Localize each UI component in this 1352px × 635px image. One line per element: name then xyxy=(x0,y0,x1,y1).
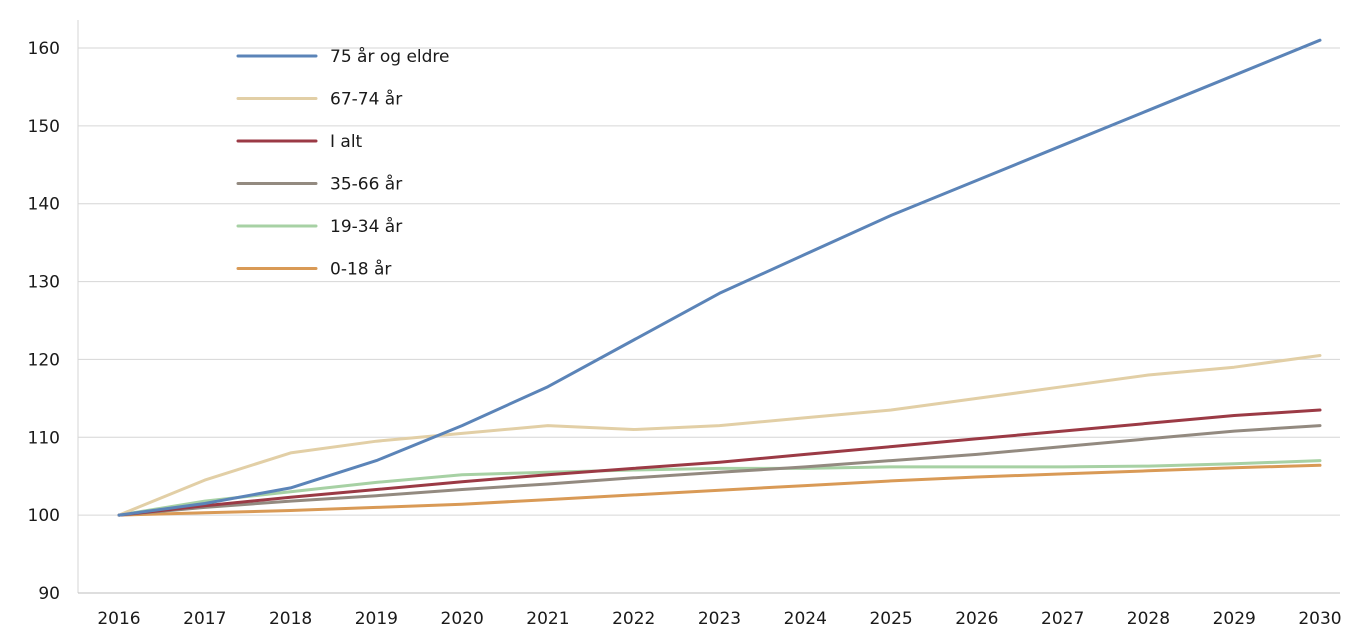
axes xyxy=(77,20,1340,594)
series-line xyxy=(117,38,1322,517)
y-tick-label: 110 xyxy=(28,428,60,448)
series-line xyxy=(117,463,1322,517)
legend: 75 år og eldre 67-74 år I alt 35-66 år 19-34… xyxy=(236,46,450,280)
legend-label: 35-66 år xyxy=(330,174,402,195)
y-tick-labels: 90 100 110 120 130 140 150 160 xyxy=(28,39,60,604)
legend-label: I alt xyxy=(330,132,363,152)
series-line xyxy=(117,459,1322,517)
x-tick-label: 2025 xyxy=(869,609,912,629)
x-tick-label: 2028 xyxy=(1127,609,1170,629)
x-tick-label: 2017 xyxy=(183,609,226,629)
y-tick-label: 150 xyxy=(28,117,60,137)
legend-label: 19-34 år xyxy=(330,216,402,237)
x-tick-label: 2021 xyxy=(526,609,569,629)
series-line xyxy=(117,354,1322,517)
x-tick-label: 2023 xyxy=(698,609,741,629)
x-tick-label: 2026 xyxy=(955,609,998,629)
y-tick-label: 90 xyxy=(38,584,60,604)
x-tick-label: 2020 xyxy=(441,609,484,629)
x-tick-label: 2029 xyxy=(1213,609,1256,629)
series-line xyxy=(117,424,1322,517)
y-tick-label: 100 xyxy=(28,506,60,526)
gridlines xyxy=(78,47,1340,516)
x-tick-labels: 2016 2017 2018 2019 2020 2021 2022 2023 2024 2025… xyxy=(97,609,1341,629)
series-lines xyxy=(117,38,1322,517)
x-tick-label: 2030 xyxy=(1298,609,1341,629)
y-tick-label: 130 xyxy=(28,273,60,293)
x-tick-label: 2019 xyxy=(355,609,398,629)
y-tick-label: 140 xyxy=(28,195,60,215)
series-line xyxy=(117,408,1322,517)
x-tick-label: 2018 xyxy=(269,609,312,629)
x-tick-label: 2027 xyxy=(1041,609,1084,629)
x-tick-label: 2022 xyxy=(612,609,655,629)
legend-label: 67-74 år xyxy=(330,89,402,110)
x-tick-label: 2016 xyxy=(97,609,140,629)
legend-label: 75 år og eldre xyxy=(330,46,450,67)
legend-label: 0-18 år xyxy=(330,259,391,280)
y-tick-label: 120 xyxy=(28,350,60,370)
x-tick-label: 2024 xyxy=(784,609,827,629)
y-tick-label: 160 xyxy=(28,39,60,59)
